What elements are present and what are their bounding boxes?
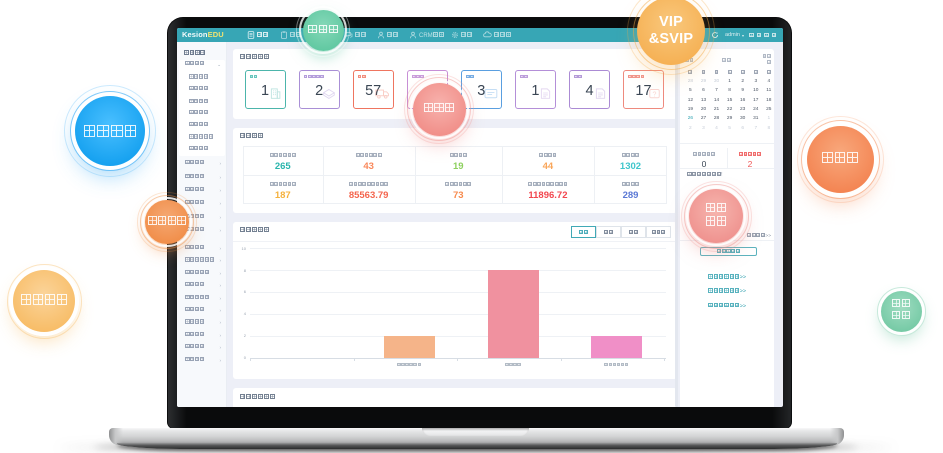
svg-text:?: ? — [652, 90, 656, 98]
